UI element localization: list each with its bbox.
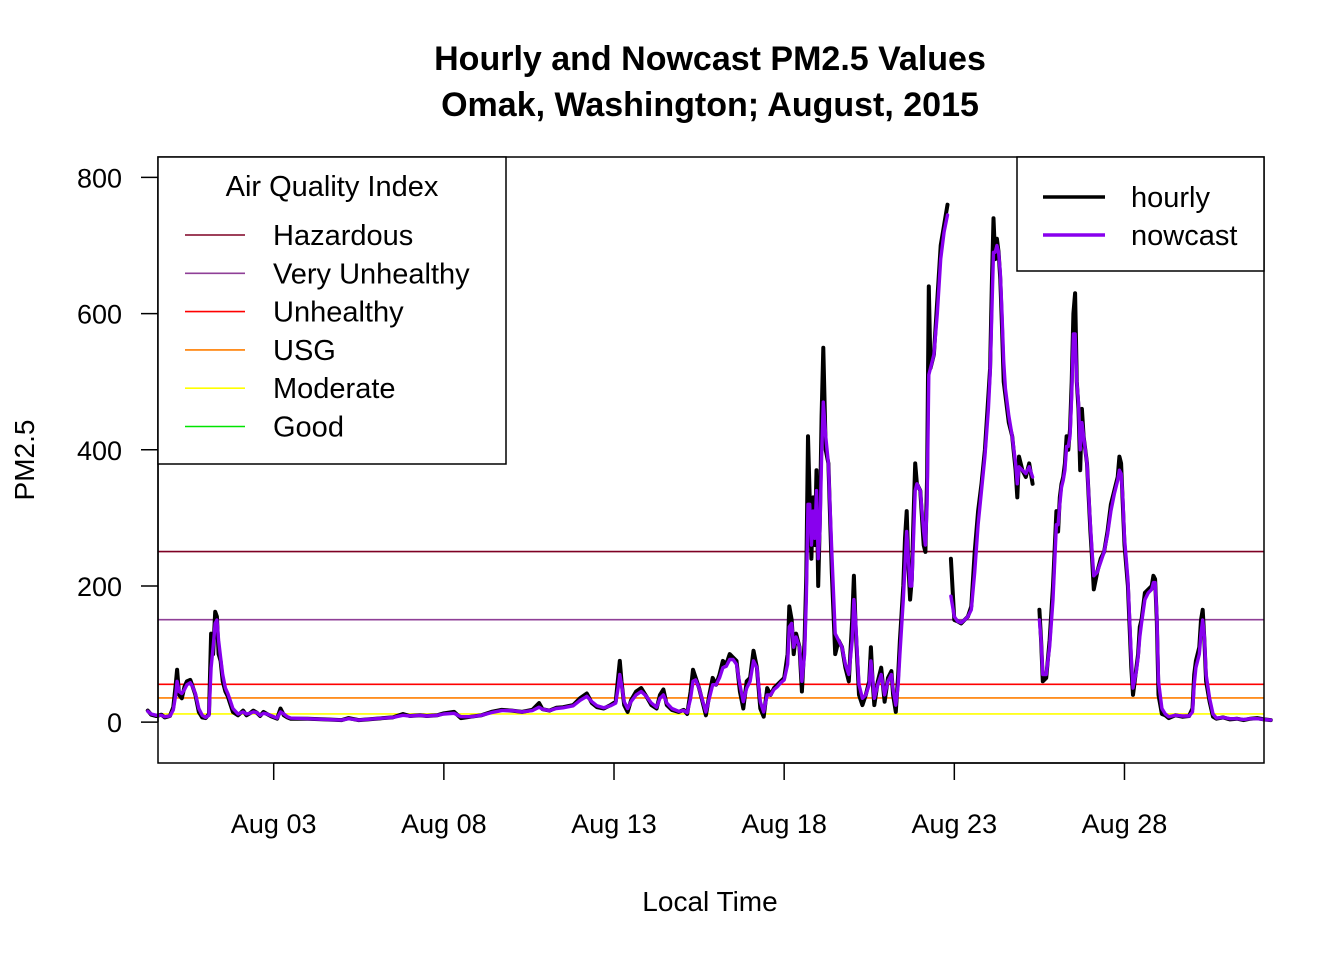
series-nowcast-segment-3 <box>1037 332 1273 722</box>
series-nowcast-segment-2 <box>949 243 1035 625</box>
aqi-legend-label-very-unhealthy: Very Unhealthy <box>273 258 470 290</box>
y-axis-label: PM2.5 <box>9 420 40 501</box>
series-legend-label-nowcast: nowcast <box>1131 220 1237 252</box>
x-tick-label: Aug 03 <box>231 809 317 839</box>
chart-title: Hourly and Nowcast PM2.5 Values <box>434 40 986 78</box>
x-tick-label: Aug 23 <box>912 809 998 839</box>
chart-subtitle: Omak, Washington; August, 2015 <box>441 86 979 124</box>
series-legend-label-hourly: hourly <box>1131 182 1210 214</box>
x-axis: Aug 03 Aug 08 Aug 13 Aug 18 Aug 23 Aug 28 <box>231 762 1168 839</box>
aqi-legend-label-hazardous: Hazardous <box>273 220 413 252</box>
x-axis-label: Local Time <box>642 886 777 917</box>
data-series <box>145 202 1273 723</box>
x-tick-label: Aug 08 <box>401 809 487 839</box>
x-tick-label: Aug 28 <box>1082 809 1168 839</box>
y-tick-label: 800 <box>77 163 122 193</box>
x-tick-label: Aug 13 <box>571 809 657 839</box>
series-legend-box <box>1016 156 1265 272</box>
aqi-legend-box <box>157 156 507 465</box>
series-legend: hourly nowcast <box>1016 156 1265 272</box>
x-tick-label: Aug 18 <box>741 809 827 839</box>
y-tick-label: 400 <box>77 436 122 466</box>
y-tick-label: 600 <box>77 300 122 330</box>
y-tick-label: 200 <box>77 572 122 602</box>
aqi-legend-label-moderate: Moderate <box>273 373 396 405</box>
aqi-legend-label-good: Good <box>273 412 344 444</box>
aqi-legend-title: Air Quality Index <box>226 171 439 203</box>
y-axis: 0 200 400 600 800 <box>77 163 159 738</box>
aqi-legend-label-unhealthy: Unhealthy <box>273 297 404 329</box>
series-nowcast-segment-1 <box>146 213 950 722</box>
y-tick-label: 0 <box>107 708 122 738</box>
aqi-legend-label-usg: USG <box>273 335 336 367</box>
aqi-legend: Air Quality Index Hazardous Very Unhealth… <box>157 156 507 465</box>
